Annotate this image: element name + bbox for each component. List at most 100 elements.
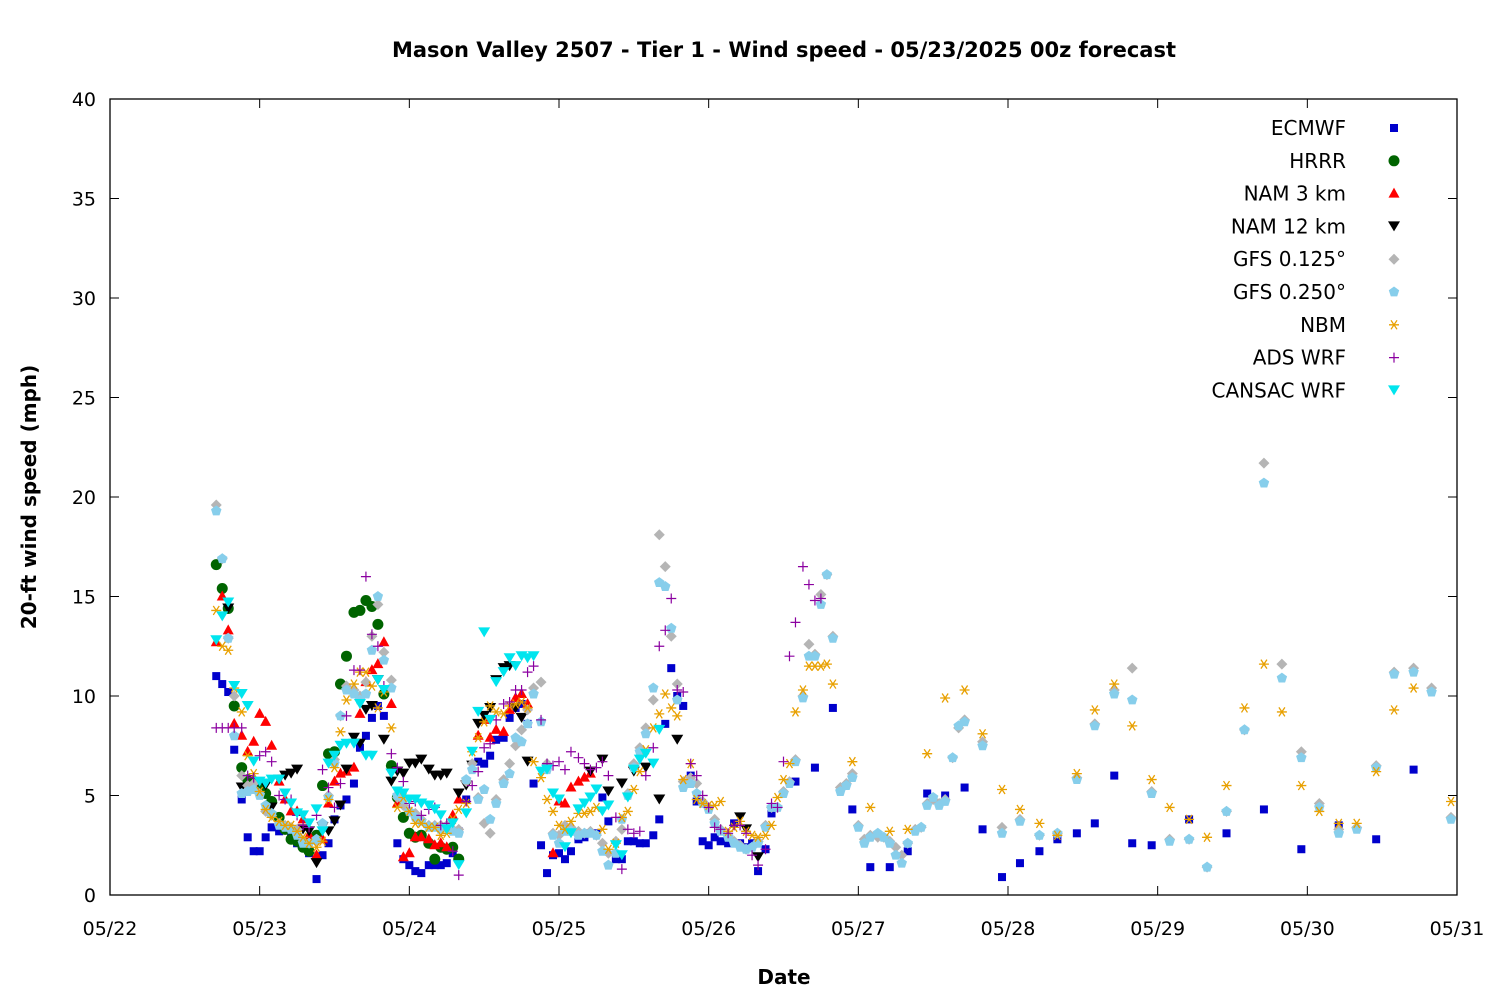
data-point (704, 841, 713, 850)
data-point (254, 786, 265, 797)
data-point (329, 762, 340, 773)
data-point (865, 802, 876, 813)
data-point (647, 694, 659, 706)
data-point (547, 829, 559, 840)
data-point (790, 707, 801, 717)
data-point (554, 756, 564, 767)
data-point (373, 701, 382, 710)
data-point (660, 689, 671, 699)
data-point (772, 802, 783, 813)
data-point (261, 833, 270, 842)
data-point (228, 681, 241, 692)
legend-label: NBM (1300, 313, 1346, 337)
data-point (359, 704, 372, 715)
data-point (354, 665, 365, 676)
data-point (478, 784, 490, 794)
data-point (1259, 805, 1268, 814)
data-point (741, 828, 752, 839)
data-point (228, 690, 240, 702)
data-point (422, 800, 435, 811)
data-point (385, 768, 398, 779)
data-point (440, 768, 453, 779)
data-point (452, 860, 465, 871)
data-point (922, 748, 933, 759)
data-point (1389, 705, 1400, 715)
data-point (598, 793, 607, 802)
data-point (1089, 705, 1100, 715)
data-point (372, 598, 384, 610)
data-point (1071, 768, 1082, 779)
data-point (639, 748, 652, 759)
data-point (667, 664, 676, 673)
data-point (461, 774, 472, 784)
data-point (415, 754, 428, 765)
data-point (236, 707, 247, 717)
data-point (303, 818, 316, 829)
data-point (212, 672, 221, 681)
data-point (428, 804, 441, 815)
y-tick-label: 20 (72, 487, 96, 509)
data-point (248, 735, 260, 746)
data-point (260, 715, 272, 726)
data-point (959, 716, 970, 727)
data-point (527, 651, 540, 662)
data-point (565, 781, 577, 792)
data-point (516, 736, 527, 747)
data-point (847, 756, 858, 767)
data-point (584, 792, 597, 803)
data-point (397, 788, 410, 799)
data-point (564, 828, 577, 839)
data-point (578, 798, 591, 809)
data-point (324, 839, 333, 848)
data-point (803, 638, 815, 650)
data-point (366, 681, 377, 691)
data-point (1053, 835, 1062, 844)
data-point (959, 685, 970, 695)
data-point (697, 798, 708, 809)
data-point (429, 822, 440, 833)
data-point (218, 680, 227, 689)
data-point (398, 776, 409, 787)
data-point (1035, 847, 1044, 856)
data-point (1014, 815, 1026, 826)
data-point (222, 624, 234, 635)
data-point (229, 730, 240, 741)
y-tick-label: 25 (72, 388, 96, 410)
legend-marker (1388, 253, 1400, 265)
data-point (392, 762, 403, 773)
data-point (434, 810, 447, 821)
data-point (753, 860, 764, 871)
data-point (484, 827, 496, 839)
data-point (416, 810, 427, 821)
data-point (452, 788, 465, 799)
data-point (473, 766, 484, 777)
data-point (1014, 804, 1025, 815)
data-point (827, 679, 838, 689)
data-point (528, 756, 539, 767)
data-point (555, 849, 563, 858)
data-point (249, 847, 258, 856)
data-point (492, 735, 501, 744)
y-tick-label: 30 (72, 288, 96, 310)
data-point (1276, 658, 1288, 670)
data-point (354, 707, 366, 718)
data-point (648, 742, 659, 753)
data-point (615, 850, 628, 861)
data-point (572, 804, 585, 815)
data-point (247, 756, 260, 767)
data-point (335, 726, 346, 737)
data-point (478, 627, 491, 638)
data-point (1276, 707, 1287, 717)
data-point (791, 777, 800, 786)
data-point (634, 826, 645, 837)
data-point (647, 758, 660, 769)
legend-label: HRRR (1289, 149, 1346, 173)
data-point (275, 827, 284, 836)
data-point (360, 571, 371, 582)
data-point (639, 762, 652, 773)
data-point (472, 794, 484, 804)
data-point (484, 714, 497, 725)
data-point (260, 746, 271, 757)
data-point (379, 711, 388, 720)
data-point (610, 812, 621, 823)
